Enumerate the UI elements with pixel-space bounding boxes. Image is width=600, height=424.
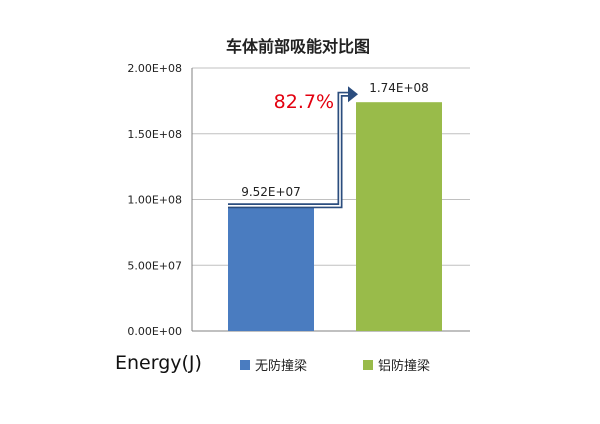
legend-swatch	[240, 360, 250, 370]
y-tick-label: 5.00E+07	[127, 259, 182, 272]
y-tick-label: 1.50E+08	[127, 128, 182, 141]
bar-2	[356, 102, 442, 331]
increase-percentage-annotation: 82.7%	[274, 91, 334, 113]
y-tick-label: 2.00E+08	[127, 62, 182, 75]
y-axis-label: Energy(J)	[115, 352, 202, 374]
bar-value-label: 9.52E+07	[241, 185, 301, 199]
legend-label: 无防撞梁	[255, 358, 307, 374]
y-tick-label: 0.00E+00	[127, 325, 182, 338]
legend-label: 铝防撞梁	[378, 358, 430, 374]
chart-title: 车体前部吸能对比图	[226, 37, 370, 56]
y-tick-label: 1.00E+08	[127, 194, 182, 207]
bar-1	[228, 205, 314, 331]
legend-swatch	[363, 360, 373, 370]
comparison-arrow-highlight	[228, 93, 350, 207]
bar-value-label: 1.74E+08	[369, 81, 429, 95]
comparison-arrow-head	[348, 86, 358, 103]
